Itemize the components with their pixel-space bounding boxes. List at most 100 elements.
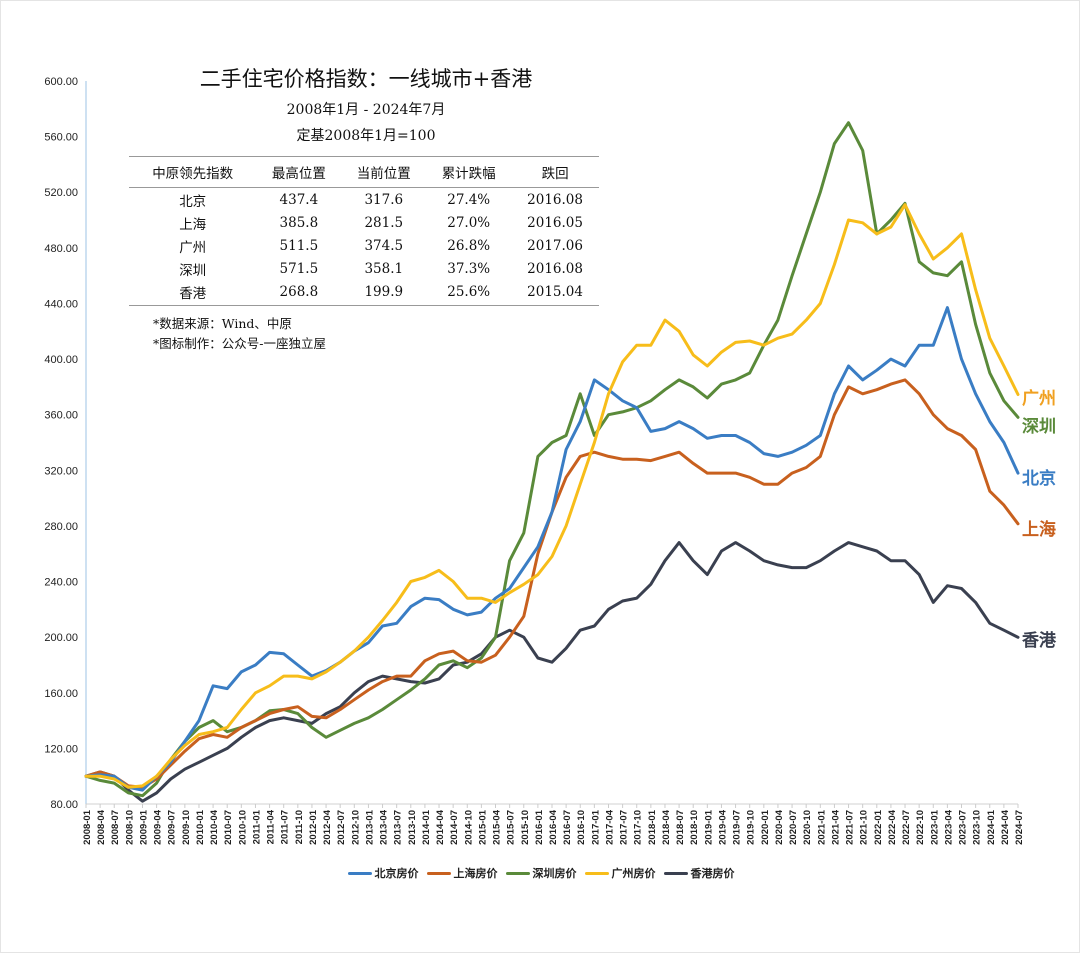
- x-tick-label: 2019-07: [732, 810, 743, 845]
- x-tick-label: 2017-10: [633, 810, 644, 845]
- x-tick-label: 2011-01: [251, 809, 262, 844]
- series-end-label: 广州: [1022, 388, 1056, 408]
- x-tick-label: 2018-07: [675, 810, 686, 845]
- chart-subtitle-range: 2008年1月 - 2024年7月: [286, 102, 446, 118]
- table-header: 累计跌幅: [426, 156, 512, 188]
- legend-label: 深圳房价: [532, 868, 577, 880]
- table-cell: 358.1: [364, 260, 404, 277]
- x-tick-label: 2020-10: [802, 810, 813, 845]
- table-cell: 2016.08: [527, 191, 583, 208]
- x-tick-label: 2009-10: [181, 810, 192, 845]
- table-header: 跌回: [511, 156, 599, 188]
- table-cell: 374.5: [364, 237, 404, 254]
- table-row: 香港 268.8 199.9 25.6% 2015.04: [129, 280, 599, 306]
- legend-label: 上海房价: [453, 868, 498, 880]
- legend-label: 北京房价: [374, 868, 419, 880]
- x-tick-label: 2023-01: [929, 809, 940, 845]
- chart-title: 二手住宅价格指数：一线城市+香港: [199, 67, 533, 91]
- y-tick-label: 400.00: [44, 354, 78, 366]
- series-line-广州: [84, 203, 1020, 789]
- y-tick-label: 560.00: [44, 132, 78, 144]
- table-cell: 385.8: [279, 214, 319, 231]
- x-tick-label: 2014-10: [463, 810, 474, 845]
- x-tick-label: 2013-07: [393, 810, 404, 845]
- x-tick-label: 2023-04: [943, 809, 954, 845]
- table-row: 北京 437.4 317.6 27.4% 2016.08: [129, 188, 599, 212]
- x-tick-label: 2013-04: [379, 809, 390, 845]
- y-tick-label: 440.00: [44, 298, 78, 310]
- x-tick-label: 2011-07: [280, 810, 291, 844]
- table-cell: 281.5: [364, 214, 404, 231]
- table-cell: 上海: [179, 216, 207, 233]
- x-tick-label: 2019-01: [703, 809, 714, 845]
- table-cell: 香港: [129, 280, 257, 306]
- x-tick-label: 2024-04: [1000, 809, 1011, 845]
- x-tick-label: 2018-01: [647, 809, 658, 845]
- legend-swatch: [426, 871, 451, 875]
- series-line-北京: [84, 306, 1020, 792]
- x-tick-label: 2014-07: [449, 810, 460, 845]
- table-header: 最高位置: [256, 156, 342, 188]
- x-tick-label: 2014-04: [435, 809, 446, 845]
- table-cell: 27.0%: [447, 214, 491, 231]
- table-header: 当前位置: [341, 156, 427, 188]
- y-tick-label: 320.00: [44, 465, 78, 477]
- x-tick-label: 2010-10: [237, 810, 248, 845]
- legend-swatch: [584, 871, 609, 875]
- table-cell: 广州: [179, 239, 207, 256]
- legend-swatch: [347, 871, 372, 875]
- x-tick-label: 2021-01: [816, 809, 827, 845]
- table-cell: 26.8%: [447, 237, 491, 254]
- x-tick-label: 2012-04: [322, 809, 333, 845]
- x-tick-label: 2016-07: [562, 810, 573, 845]
- x-tick-label: 2018-04: [661, 809, 672, 845]
- x-tick-label: 2015-07: [506, 810, 517, 845]
- table-cell: 25.6%: [426, 280, 512, 306]
- y-tick-label: 480.00: [44, 243, 78, 255]
- x-tick-label: 2012-01: [308, 809, 319, 845]
- legend-label: 香港房价: [690, 868, 735, 880]
- x-tick-label: 2019-10: [746, 810, 757, 845]
- x-tick-label: 2016-10: [576, 810, 587, 845]
- x-tick-label: 2022-07: [901, 810, 912, 845]
- y-tick-label: 80.00: [50, 799, 78, 811]
- x-tick-label: 2019-04: [717, 809, 728, 845]
- table-cell: 511.5: [279, 237, 319, 254]
- table-cell: 深圳: [179, 262, 207, 279]
- y-tick-label: 160.00: [44, 688, 78, 700]
- x-tick-label: 2010-01: [195, 809, 206, 845]
- x-tick-label: 2013-10: [407, 810, 418, 845]
- x-tick-label: 2021-04: [830, 809, 841, 845]
- legend-label: 广州房价: [611, 868, 656, 880]
- x-tick-label: 2017-07: [619, 810, 630, 845]
- x-tick-label: 2016-04: [548, 809, 559, 845]
- x-tick-label: 2020-01: [760, 809, 771, 845]
- y-tick-label: 200.00: [44, 632, 78, 644]
- x-tick-label: 2011-10: [294, 810, 305, 844]
- summary-table: 中原领先指数 最高位置 当前位置 累计跌幅 跌回 北京 437.4 317.6 27.4% 201…: [129, 156, 599, 306]
- x-tick-label: 2021-10: [859, 810, 870, 845]
- x-tick-label: 2020-07: [788, 810, 799, 845]
- x-tick-label: 2016-01: [534, 809, 545, 845]
- table-cell: 571.5: [279, 260, 319, 277]
- table-row: 上海 385.8 281.5 27.0% 2016.05: [129, 211, 599, 234]
- x-tick-label: 2013-01: [364, 809, 375, 845]
- x-tick-label: 2012-10: [350, 810, 361, 845]
- x-tick-label: 2008-04: [96, 809, 107, 845]
- x-tick-label: 2008-01: [82, 809, 93, 845]
- x-tick-label: 2008-10: [124, 810, 135, 845]
- legend-item: 广州房价: [584, 865, 656, 881]
- x-tick-label: 2022-04: [887, 809, 898, 845]
- legend-swatch: [505, 871, 530, 875]
- legend-item: 香港房价: [663, 865, 735, 881]
- x-tick-label: 2020-04: [774, 809, 785, 845]
- table-cell: 北京: [179, 193, 207, 210]
- series-end-label: 上海: [1022, 519, 1056, 539]
- x-tick-label: 2015-01: [477, 809, 488, 845]
- x-tick-label: 2023-07: [958, 810, 969, 845]
- x-tick-label: 2014-01: [421, 809, 432, 845]
- x-tick-label: 2012-07: [336, 810, 347, 845]
- x-tick-label: 2024-01: [986, 809, 997, 845]
